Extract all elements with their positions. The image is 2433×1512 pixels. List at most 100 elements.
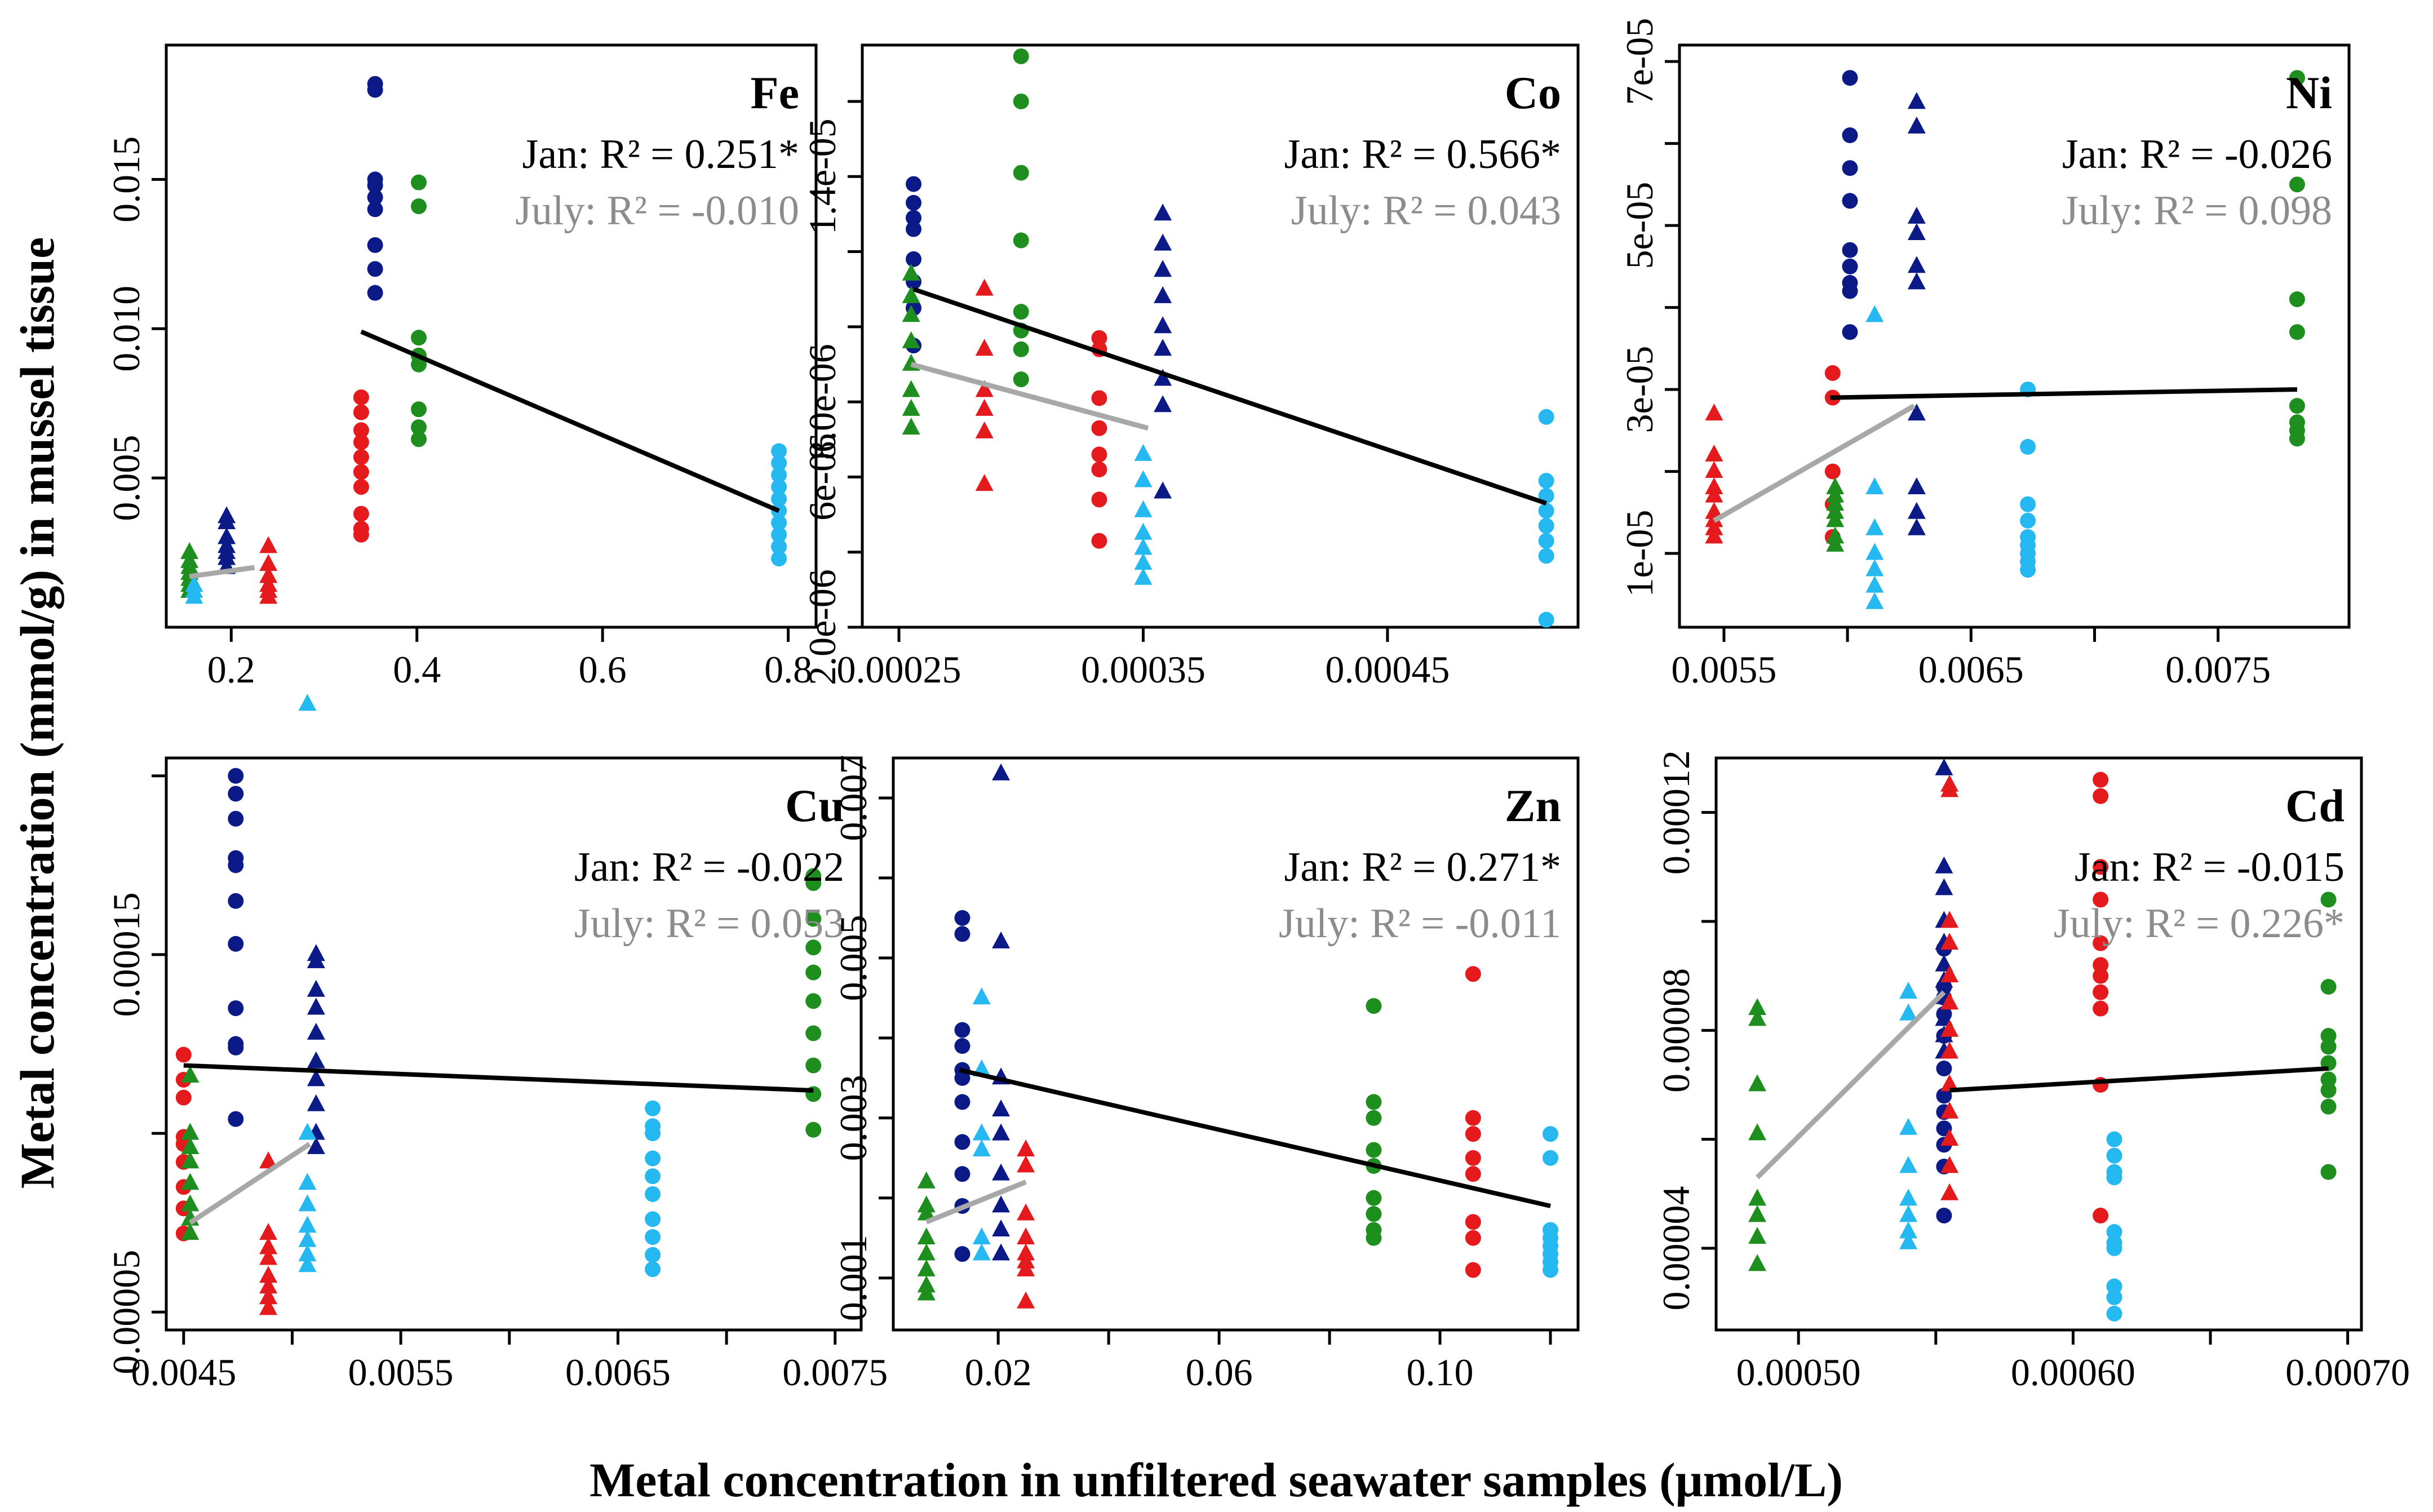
data-point-triangle-red xyxy=(1940,780,1959,797)
data-point-circle-lightblue xyxy=(2106,1240,2122,1256)
data-point-triangle-green xyxy=(180,542,199,559)
data-point-circle-lightblue xyxy=(2020,438,2036,455)
data-point-circle-green xyxy=(2320,1028,2337,1044)
data-point-circle-navy xyxy=(954,1246,970,1262)
data-point-triangle-red xyxy=(259,536,278,553)
jan-regression-line xyxy=(183,1063,814,1093)
data-point-triangle-red xyxy=(1017,1291,1035,1309)
data-point-circle-red xyxy=(1465,1150,1481,1166)
data-point-triangle-green xyxy=(1826,534,1845,552)
july-r2-label: July: R² = -0.010 xyxy=(515,188,799,234)
y-tick-label: 8.0e-06 xyxy=(801,344,844,460)
data-point-triangle-navy xyxy=(1907,272,1926,290)
data-point-triangle-navy xyxy=(1907,92,1926,109)
data-point-circle-lightblue xyxy=(2106,1147,2122,1164)
data-point-circle-green xyxy=(1366,998,1382,1014)
jan-r2-label: Jan: R² = 0.251* xyxy=(522,131,799,178)
data-point-triangle-red xyxy=(1940,933,1959,950)
data-point-circle-green xyxy=(2320,1098,2337,1115)
data-point-circle-navy xyxy=(367,261,383,277)
data-point-circle-green xyxy=(2320,979,2337,995)
data-point-circle-navy xyxy=(906,251,922,267)
data-point-circle-navy xyxy=(954,926,970,942)
panel-frame xyxy=(892,756,1580,1332)
data-point-circle-red xyxy=(2093,1000,2109,1017)
data-point-triangle-red xyxy=(1705,526,1723,544)
data-point-circle-green xyxy=(1366,1230,1382,1246)
data-point-triangle-red xyxy=(1705,404,1723,421)
data-point-circle-green xyxy=(2289,431,2305,447)
data-point-triangle-red xyxy=(1705,485,1723,503)
data-point-triangle-lightblue xyxy=(1899,1118,1918,1135)
data-point-triangle-green xyxy=(181,1137,200,1154)
data-point-circle-red xyxy=(1465,1166,1481,1182)
x-tick-label: 0.6 xyxy=(579,648,627,691)
x-tick-label: 0.0055 xyxy=(1671,648,1776,691)
data-point-triangle-red xyxy=(1940,1183,1959,1200)
jan-regression-line xyxy=(360,329,780,513)
data-point-triangle-lightblue xyxy=(1865,477,1884,495)
panel-frame xyxy=(165,43,818,629)
data-point-circle-green xyxy=(1013,165,1029,181)
data-point-circle-green xyxy=(1013,48,1029,64)
y-tick-label: 1.4e-05 xyxy=(801,118,844,234)
data-point-circle-red xyxy=(353,526,369,543)
panel-frame xyxy=(1714,756,2363,1332)
data-point-triangle-lightblue xyxy=(1134,522,1153,540)
data-point-circle-navy xyxy=(1936,1208,1952,1223)
data-point-triangle-navy xyxy=(1907,116,1926,134)
data-point-circle-navy xyxy=(228,1000,244,1017)
data-point-circle-navy xyxy=(1842,127,1858,144)
data-point-circle-lightblue xyxy=(2106,1224,2122,1240)
data-point-triangle-green xyxy=(917,1243,936,1261)
data-point-triangle-red xyxy=(1940,911,1959,928)
data-point-circle-green xyxy=(2320,1164,2337,1180)
data-point-circle-green xyxy=(805,939,822,956)
data-point-circle-lightblue xyxy=(1538,473,1554,489)
data-point-triangle-red xyxy=(259,1248,278,1265)
data-point-triangle-lightblue xyxy=(972,1123,991,1141)
data-point-triangle-navy xyxy=(307,979,325,997)
data-point-triangle-green xyxy=(1748,1254,1767,1271)
data-point-circle-lightblue xyxy=(645,1261,661,1278)
y-tick-label: 0.00005 xyxy=(105,1250,148,1374)
data-point-triangle-lightblue xyxy=(298,1194,317,1212)
data-point-triangle-red xyxy=(975,398,994,416)
data-point-triangle-navy xyxy=(307,1069,325,1087)
data-point-triangle-green xyxy=(917,1227,936,1245)
data-point-circle-red xyxy=(1465,1230,1481,1246)
data-point-circle-lightblue xyxy=(771,455,787,471)
data-point-triangle-navy xyxy=(992,1099,1011,1117)
points-cu xyxy=(175,694,822,1315)
data-point-triangle-red xyxy=(259,587,278,604)
data-point-triangle-red xyxy=(1940,1041,1959,1059)
data-point-circle-navy xyxy=(1842,242,1858,258)
data-point-triangle-navy xyxy=(1935,758,1953,775)
data-point-circle-lightblue xyxy=(2020,512,2036,529)
data-point-circle-green xyxy=(805,1121,822,1138)
jan-regression-line xyxy=(1830,387,2298,400)
data-point-triangle-lightblue xyxy=(972,1227,991,1245)
data-point-circle-green xyxy=(1013,232,1029,249)
y-tick-label: 0.001 xyxy=(832,1235,875,1321)
data-point-triangle-lightblue xyxy=(1134,567,1153,585)
data-point-circle-navy xyxy=(1936,1061,1952,1076)
data-point-circle-lightblue xyxy=(645,1100,661,1116)
data-point-triangle-red xyxy=(259,554,278,571)
data-point-circle-red xyxy=(1091,330,1107,346)
data-point-circle-lightblue xyxy=(1538,409,1554,425)
data-point-circle-green xyxy=(1366,1190,1382,1206)
y-tick-label: 0.007 xyxy=(832,755,875,841)
data-point-circle-navy xyxy=(1936,1088,1952,1104)
data-point-triangle-green xyxy=(902,305,920,322)
data-point-triangle-navy xyxy=(1154,286,1172,303)
y-axis-title: Metal concentration (mmol/g) in mussel t… xyxy=(10,237,64,1189)
data-point-circle-lightblue xyxy=(2106,1289,2122,1305)
data-point-circle-green xyxy=(805,1057,822,1074)
data-point-triangle-green xyxy=(917,1171,936,1189)
data-point-triangle-red xyxy=(975,380,994,397)
data-point-circle-lightblue xyxy=(1538,503,1554,519)
y-tick-label: 5e-05 xyxy=(1618,182,1661,269)
data-point-circle-lightblue xyxy=(645,1125,661,1142)
